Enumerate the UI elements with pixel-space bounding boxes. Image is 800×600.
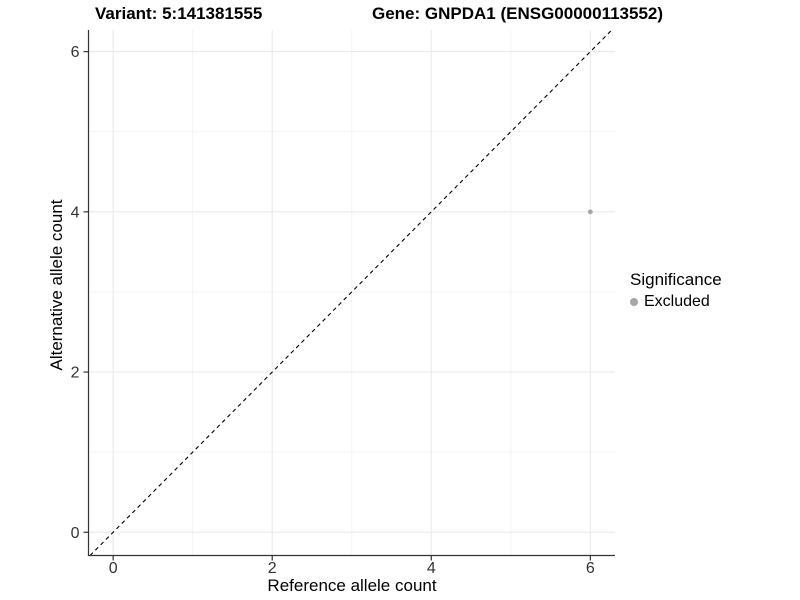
identity-line xyxy=(89,29,613,556)
legend-title: Significance xyxy=(630,270,722,289)
x-tick-label: 0 xyxy=(109,560,118,577)
legend-item-excluded: Excluded xyxy=(630,293,722,311)
y-tick-label: 6 xyxy=(71,44,80,61)
legend: Significance Excluded xyxy=(630,270,722,311)
plot-title-variant: Variant: 5:141381555 xyxy=(95,4,263,23)
plot-title-gene: Gene: GNPDA1 (ENSG00000113552) xyxy=(372,4,664,23)
excluded-point-icon xyxy=(630,298,638,306)
data-point xyxy=(587,209,593,215)
y-tick-label: 2 xyxy=(71,365,80,382)
y-tick-label: 4 xyxy=(71,204,80,221)
x-axis-title: Reference allele count xyxy=(267,576,437,595)
legend-item-label: Excluded xyxy=(644,293,710,310)
y-axis-title: Alternative allele count xyxy=(47,199,66,371)
x-tick-label: 4 xyxy=(427,560,436,577)
x-tick-label: 6 xyxy=(586,560,595,577)
x-tick-label: 2 xyxy=(268,560,277,577)
y-tick-label: 0 xyxy=(71,525,80,542)
